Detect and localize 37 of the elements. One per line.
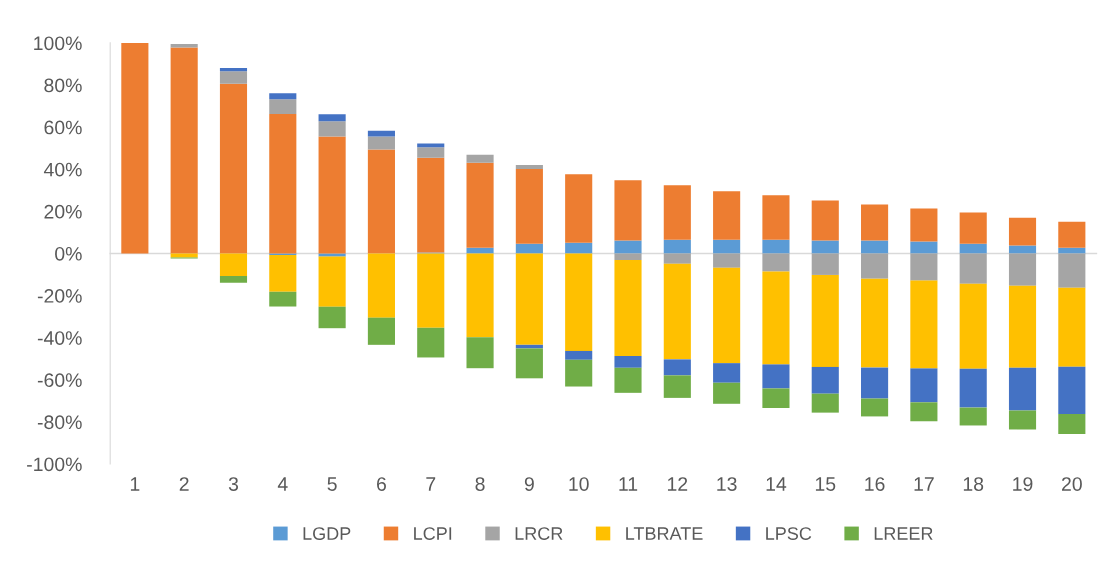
y-tick-label: -80% [37,415,82,430]
x-tick-label: 18 [963,477,984,491]
x-tick-label: 17 [914,477,934,491]
x-tick-label: 13 [717,477,737,491]
legend-label: LREER [874,527,933,540]
legend-label: LTBRATE [626,527,703,540]
x-tick-label: 3 [228,477,239,491]
y-tick-label: 100% [34,36,82,51]
legend-label: LPSC [766,527,812,540]
x-tick-label: 20 [1062,477,1082,491]
x-tick-label: 15 [815,477,836,491]
legend-label: LGDP [303,527,351,540]
x-tick-label: 19 [1013,477,1033,491]
y-tick-label: 20% [44,204,82,219]
y-tick-label: -100% [27,457,82,472]
y-tick-label: -40% [37,331,82,345]
y-tick-label: 40% [43,162,82,177]
y-tick-label: 80% [44,78,82,93]
x-tick-label: 16 [865,477,885,491]
x-tick-label: 8 [475,477,485,491]
x-tick-label: 11 [619,477,638,491]
x-tick-label: 7 [426,477,436,491]
x-tick-label: 2 [179,477,189,491]
x-tick-label: 12 [667,477,688,491]
x-tick-label: 14 [766,477,787,491]
x-tick-label: 6 [377,477,386,491]
y-tick-label: 0% [55,246,82,261]
x-tick-label: 1 [130,477,140,491]
legend-label: LRCR [515,527,563,540]
y-tick-label: -60% [37,373,82,388]
y-tick-label: -20% [37,289,82,303]
x-tick-label: 10 [569,477,589,491]
x-tick-label: 4 [277,477,288,491]
legend-label: LCPI [414,527,452,540]
x-tick-label: 5 [327,477,337,491]
x-tick-label: 9 [524,477,534,491]
y-tick-label: 60% [44,120,82,135]
